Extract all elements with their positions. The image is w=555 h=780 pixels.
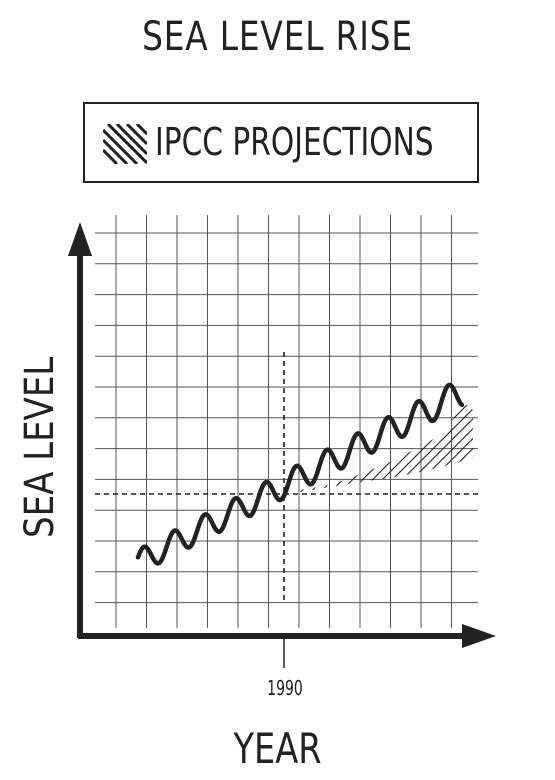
x-axis-label: YEAR — [233, 724, 322, 773]
x-tick-label-1990: 1990 — [267, 676, 303, 700]
legend: IPCC PROJECTIONS — [83, 102, 479, 183]
legend-label: IPCC PROJECTIONS — [155, 120, 434, 164]
chart-title: SEA LEVEL RISE — [142, 14, 413, 60]
legend-hatch-swatch — [103, 124, 147, 164]
projection-band — [300, 402, 473, 492]
x-axis-arrow — [462, 624, 496, 648]
grid — [95, 215, 478, 628]
y-axis-label: SEA LEVEL — [17, 356, 63, 538]
y-axis-arrow — [68, 222, 92, 256]
sea-level-series-line — [135, 382, 465, 566]
